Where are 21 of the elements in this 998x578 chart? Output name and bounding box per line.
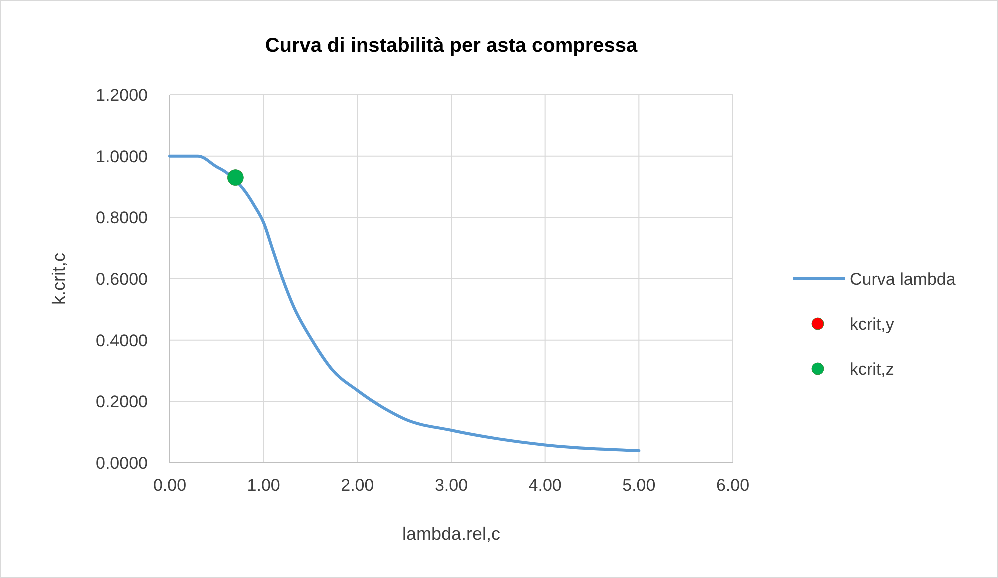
x-tick-label: 3.00 bbox=[434, 476, 468, 495]
y-tick-label: 0.6000 bbox=[96, 270, 148, 289]
y-axis-title: k.crit,c bbox=[49, 253, 69, 305]
line-series bbox=[168, 154, 641, 453]
x-tick-label: 0.00 bbox=[153, 476, 187, 495]
x-tick-label: 1.00 bbox=[247, 476, 280, 495]
y-tick-label: 0.8000 bbox=[96, 208, 148, 228]
y-tick-label: 1.2000 bbox=[96, 86, 148, 105]
chart-title: Curva di instabilità per asta compressa bbox=[265, 35, 639, 57]
legend-label: kcrit,z bbox=[850, 360, 894, 379]
x-tick-label: 4.00 bbox=[528, 476, 562, 495]
y-tick-label: 0.0000 bbox=[96, 454, 148, 473]
legend-label: kcrit,y bbox=[850, 314, 895, 334]
y-tick-label: 0.4000 bbox=[96, 331, 148, 350]
x-axis-title: lambda.rel,c bbox=[402, 524, 501, 544]
x-tick-label: 6.00 bbox=[716, 476, 750, 495]
x-tick-label: 2.00 bbox=[341, 476, 374, 495]
y-tick-label: 0.2000 bbox=[96, 392, 148, 412]
x-tick-label: 5.00 bbox=[622, 476, 656, 495]
legend-label: Curva lambda bbox=[850, 270, 956, 289]
y-tick-label: 1.0000 bbox=[96, 147, 148, 166]
